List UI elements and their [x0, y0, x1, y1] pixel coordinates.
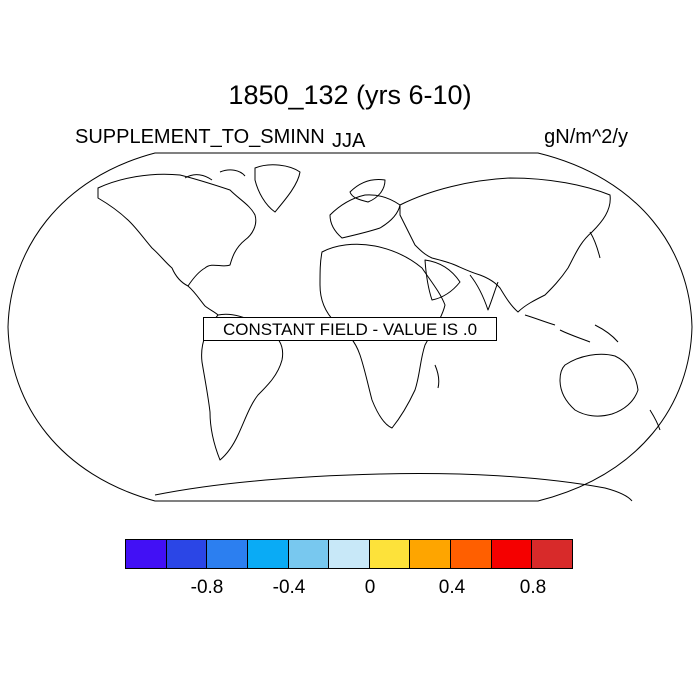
colorbar-swatch — [491, 540, 533, 568]
colorbar-swatch — [247, 540, 289, 568]
constant-field-notice: CONSTANT FIELD - VALUE IS .0 — [203, 317, 497, 341]
colorbar-tick-label: -0.4 — [272, 577, 306, 598]
colorbar-swatch — [329, 540, 370, 568]
colorbar-tick-label: 0 — [364, 577, 376, 598]
map-title: 1850_132 (yrs 6-10) — [228, 80, 472, 110]
season-label: JJA — [332, 130, 366, 152]
colorbar-swatch — [166, 540, 208, 568]
variable-label: SUPPLEMENT_TO_SMINN — [75, 126, 325, 148]
colorbar-swatch — [410, 540, 452, 568]
colorbar-swatch — [288, 540, 330, 568]
colorbar-tick-label: 0.8 — [519, 577, 547, 598]
colorbar-swatch — [532, 540, 573, 568]
colorbar — [125, 539, 573, 569]
colorbar-swatch — [126, 540, 167, 568]
map-boundary — [7, 152, 693, 502]
colorbar-tick-label: -0.8 — [190, 577, 224, 598]
colorbar-swatch — [207, 540, 248, 568]
colorbar-swatch — [369, 540, 411, 568]
colorbar-tick-label: 0.4 — [438, 577, 466, 598]
units-label: gN/m^2/y — [544, 126, 628, 148]
colorbar-swatch — [451, 540, 492, 568]
coastlines — [97, 164, 661, 502]
